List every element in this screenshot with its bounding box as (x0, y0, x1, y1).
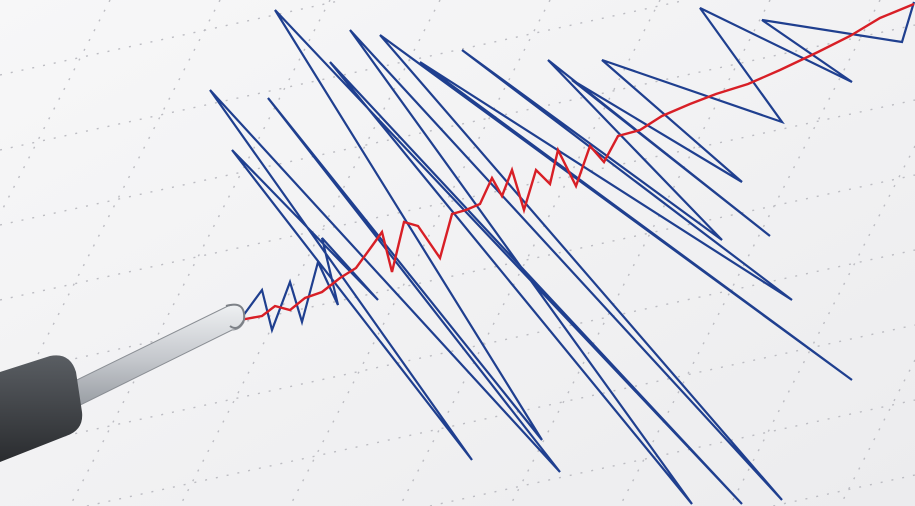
stylus (0, 303, 246, 462)
stylus-handle (0, 355, 83, 462)
seismic-trace-red (239, 2, 915, 322)
grid-line (509, 0, 771, 506)
stylus-tip (225, 303, 246, 329)
grid-line (179, 0, 441, 506)
grid-line (69, 0, 331, 506)
seismic-trace-blue (209, 1, 915, 505)
grid-line (729, 145, 915, 506)
grid-line (289, 0, 551, 506)
